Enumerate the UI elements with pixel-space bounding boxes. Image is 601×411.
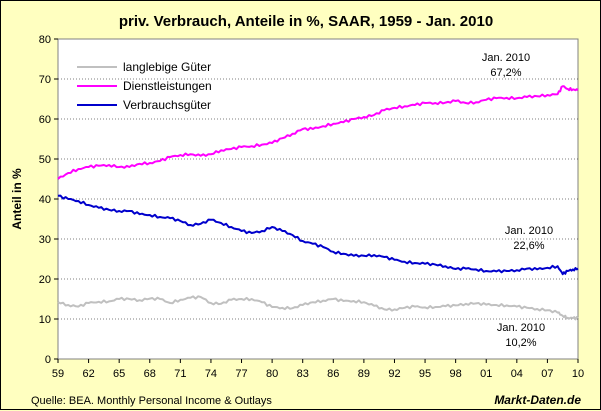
y-tick-label-30: 30 (39, 234, 51, 246)
x-tick-label-01: 01 (480, 368, 492, 380)
x-tick-label-98: 98 (450, 368, 462, 380)
x-tick-label-77: 77 (235, 368, 247, 380)
y-tick-label-70: 70 (39, 74, 51, 86)
y-tick-label-10: 10 (39, 314, 51, 326)
x-tick-label-89: 89 (358, 368, 370, 380)
legend-label-langlebige: langlebige Güter (123, 60, 211, 74)
y-tick-label-60: 60 (39, 114, 51, 126)
annotation-langlebige-value: 10,2% (505, 337, 536, 349)
annotation-dienstleistungen-value: 67,2% (490, 67, 521, 79)
x-tick-label-83: 83 (297, 368, 309, 380)
legend-label-verbrauchsgueter: Verbrauchsgüter (123, 98, 211, 112)
y-tick-label-20: 20 (39, 274, 51, 286)
x-tick-label-65: 65 (113, 368, 125, 380)
x-tick-label-04: 04 (511, 368, 523, 380)
x-tick-label-92: 92 (388, 368, 400, 380)
brand-label: Markt-Daten.de (494, 393, 581, 407)
annotation-langlebige-date: Jan. 2010 (497, 322, 545, 334)
x-tick-label-95: 95 (419, 368, 431, 380)
x-tick-label-74: 74 (205, 368, 217, 380)
x-tick-label-86: 86 (327, 368, 339, 380)
x-tick-label-07: 07 (541, 368, 553, 380)
x-tick-label-68: 68 (144, 368, 156, 380)
annotation-verbrauchsgueter-date: Jan. 2010 (505, 225, 553, 237)
y-axis-ticks: 0 10 20 30 40 50 60 70 80 (39, 34, 58, 366)
annotation-dienstleistungen-date: Jan. 2010 (482, 52, 530, 64)
source-note: Quelle: BEA. Monthly Personal Income & O… (31, 395, 272, 407)
x-tick-label-71: 71 (174, 368, 186, 380)
y-tick-label-50: 50 (39, 154, 51, 166)
series-line-2 (57, 194, 579, 276)
x-tick-label-59: 59 (52, 368, 64, 380)
x-axis-ticks: 59 62 65 68 71 74 77 80 83 86 89 92 95 98 01 04 07 10 (52, 359, 584, 380)
y-tick-label-40: 40 (39, 194, 51, 206)
y-tick-label-80: 80 (39, 34, 51, 46)
x-tick-label-62: 62 (82, 368, 94, 380)
legend: langlebige Güter Dienstleistungen Verbra… (77, 60, 212, 112)
series-lines (57, 85, 579, 321)
annotation-verbrauchsgueter-value: 22,6% (513, 240, 544, 252)
x-tick-label-10: 10 (572, 368, 584, 380)
series-line-1 (57, 85, 579, 180)
y-tick-label-0: 0 (45, 354, 51, 366)
x-tick-label-80: 80 (266, 368, 278, 380)
chart-title: priv. Verbrauch, Anteile in %, SAAR, 195… (119, 13, 493, 30)
series-line-0 (57, 295, 579, 321)
legend-label-dienstleistungen: Dienstleistungen (123, 79, 212, 93)
y-axis-label: Anteil in % (10, 168, 24, 230)
